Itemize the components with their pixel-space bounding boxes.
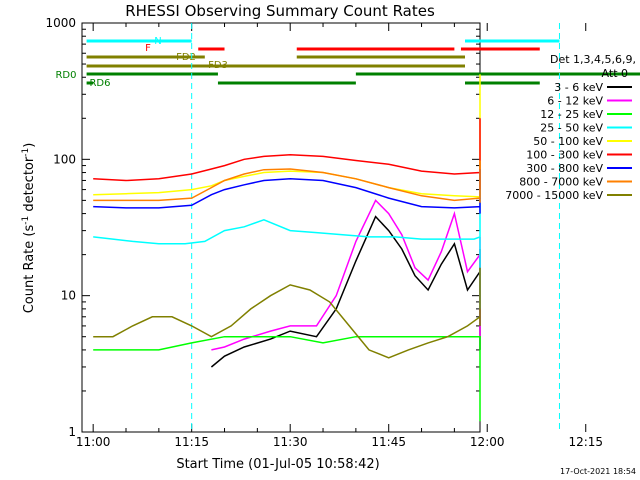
- x-tick-label: 11:45: [371, 435, 406, 449]
- y-axis-label-mid: detector: [22, 156, 37, 216]
- legend-label: 12 - 25 keV: [540, 108, 603, 121]
- legend-label: 6 - 12 keV: [547, 95, 603, 108]
- y-axis-label-sup2: -1: [21, 148, 31, 157]
- footer-date: 17-Oct-2021 18:54: [560, 467, 636, 476]
- y-axis-label-suffix: ): [22, 143, 37, 148]
- series-line: [93, 118, 481, 190]
- y-axis-label: Count Rate (s-1 detector-1): [21, 143, 37, 314]
- legend-label: 300 - 800 keV: [526, 162, 603, 175]
- series-line: [93, 160, 481, 203]
- legend-label: 800 - 7000 keV: [519, 176, 603, 189]
- state-label-f: F: [145, 43, 151, 54]
- y-axis-label-prefix: Count Rate (s: [22, 225, 37, 314]
- state-label-rd6: RD6: [89, 78, 110, 89]
- y-tick-label: 10: [61, 289, 76, 303]
- x-tick-label: 11:30: [273, 435, 308, 449]
- legend-title-detectors: Det 1,3,4,5,6,9,: [550, 53, 636, 66]
- state-label-n: N: [154, 36, 161, 47]
- instrument-state-bars: NF FD2 FD3 RD0 RD6: [55, 23, 640, 432]
- y-tick-label: 1000: [45, 16, 76, 30]
- y-tick-label: 100: [53, 152, 76, 166]
- state-label-rd0: RD0: [55, 70, 76, 81]
- series-line: [93, 267, 481, 359]
- series-line: [93, 335, 481, 422]
- x-axis-label: Start Time (01-Jul-05 10:58:42): [176, 457, 379, 472]
- legend-label: 100 - 300 keV: [526, 149, 603, 162]
- legend-label: 50 - 100 keV: [533, 135, 603, 148]
- y-axis-label-sup1: -1: [21, 216, 31, 225]
- series-line: [93, 162, 481, 309]
- x-tick-label: 12:15: [568, 435, 603, 449]
- legend-label: 3 - 6 keV: [554, 81, 603, 94]
- x-tick-label: 11:15: [174, 435, 209, 449]
- x-tick-label: 12:00: [470, 435, 505, 449]
- legend-label: 7000 - 15000 keV: [505, 189, 603, 202]
- state-label-fd2: FD2: [176, 52, 196, 63]
- chart-title: RHESSI Observing Summary Count Rates: [125, 2, 435, 20]
- data-series: [93, 74, 481, 422]
- legend-label: 25 - 50 keV: [540, 122, 603, 135]
- state-label-fd3: FD3: [208, 60, 228, 71]
- legend-title-attenuator: Att 0: [602, 67, 628, 80]
- x-tick-label: 11:00: [76, 435, 111, 449]
- y-tick-label: 1: [68, 425, 76, 439]
